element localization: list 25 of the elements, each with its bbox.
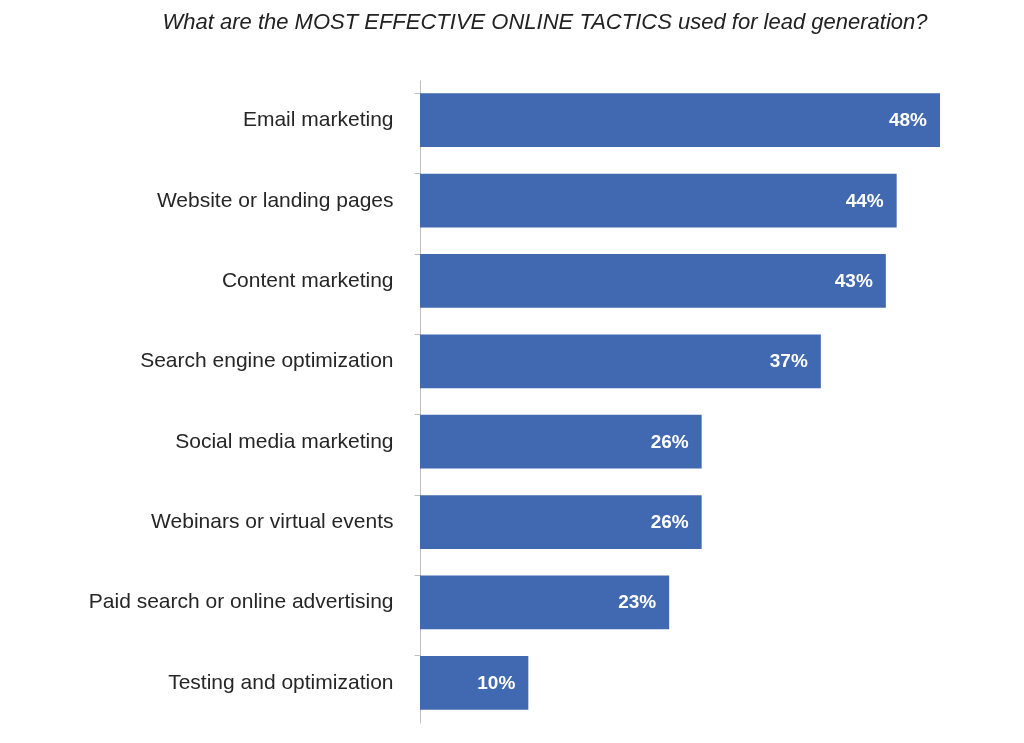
y-tick-label: Content marketing (221, 267, 394, 291)
data-label: 23% (618, 591, 657, 613)
y-tick-label: Testing and optimization (168, 669, 394, 693)
y-tick-label: Webinars or virtual events (151, 509, 394, 533)
y-tick-label: Paid search or online advertising (88, 589, 394, 613)
data-label: 43% (834, 269, 873, 291)
chart-title: What are the MOST EFFECTIVE ONLINE TACTICS used for lead generation? (162, 9, 929, 34)
y-tick-label: Social media marketing (175, 428, 394, 452)
bar (420, 414, 702, 469)
y-tick-label: Email marketing (242, 107, 394, 131)
data-label: 48% (888, 109, 928, 131)
bar (420, 655, 529, 710)
data-label: 44% (845, 189, 884, 211)
data-label: 26% (650, 430, 689, 452)
data-label: 10% (477, 671, 516, 693)
bar (420, 93, 940, 148)
bar (420, 334, 821, 389)
bar (420, 254, 886, 308)
y-tick-label: Search engine optimization (140, 348, 394, 372)
bar (420, 173, 897, 228)
bar (420, 575, 670, 630)
data-label: 37% (769, 350, 808, 372)
bar (420, 495, 702, 549)
data-label: 26% (650, 511, 689, 533)
y-tick-label: Website or landing pages (156, 187, 394, 211)
